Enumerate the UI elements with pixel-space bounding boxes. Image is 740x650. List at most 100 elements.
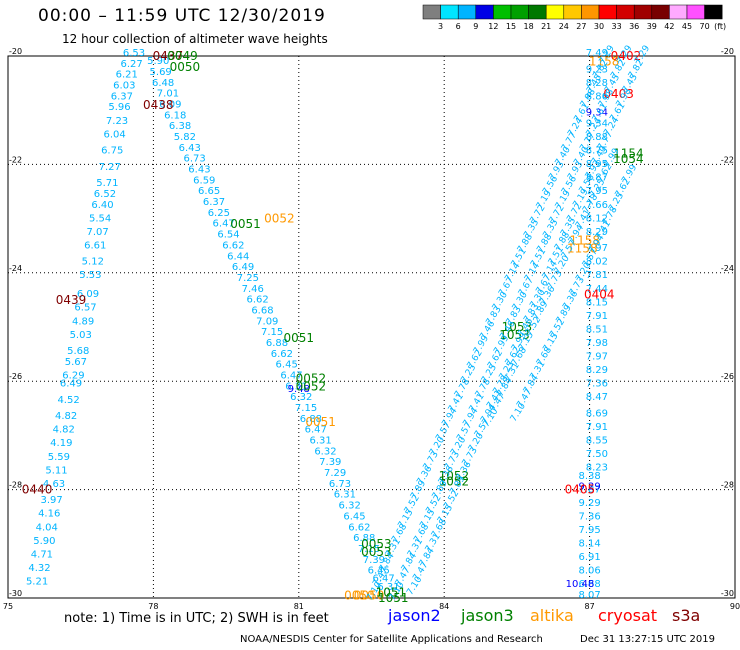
swh-label-right-lower: 6.68: [578, 579, 600, 590]
chart-title: 00:00 – 11:59 UTC 12/30/2019: [38, 6, 326, 26]
swh-label-mid: 6.31: [334, 490, 356, 501]
legend-altika: altika: [530, 606, 574, 625]
colorbar-cell: [528, 4, 547, 20]
plot-frame: [7, 55, 736, 599]
swh-label-mid: 6.47: [280, 370, 302, 381]
swh-label-left: 5.59: [48, 452, 70, 463]
swh-label-right: 8.29: [586, 227, 608, 238]
colorbar-tick-label: 27: [576, 22, 586, 31]
swh-label-left: 6.21: [116, 70, 138, 81]
swh-label-mid: 6.31: [285, 381, 307, 392]
swh-label-left: 7.27: [99, 162, 121, 173]
swh-label-left: 5.71: [96, 178, 118, 189]
y-tick-label: -30: [9, 589, 22, 598]
swh-label-left: 5.54: [89, 213, 111, 224]
time-label: 0049: [167, 49, 198, 63]
swh-label-right: 7.95: [586, 186, 608, 197]
swh-label-left: 4.82: [53, 425, 75, 436]
swh-label-left: 4.52: [57, 395, 79, 406]
swh-label-left: 5.03: [70, 330, 92, 341]
chart-subtitle: 12 hour collection of altimeter wave hei…: [62, 32, 328, 46]
swh-label-right: 8.51: [586, 324, 608, 335]
swh-label-mid: 6.32: [339, 501, 361, 512]
time-label: 1052: [439, 469, 470, 483]
colorbar-cell: [440, 4, 459, 20]
swh-label-mid: 5.82: [174, 132, 196, 143]
swh-label-right: 7.36: [586, 379, 608, 390]
y-tick-label-right: -26: [721, 372, 734, 381]
swh-label-right-lower: 6.91: [578, 552, 600, 563]
swh-label-right: 9.34: [586, 118, 608, 129]
swh-label-right: 7.91: [586, 422, 608, 433]
time-label: 0053: [361, 537, 392, 551]
colorbar: 3 6 9 12 15 18 21 24 27 30 33 36 39 42 45 70 (ft): [422, 4, 726, 31]
swh-label-mid: 7.09: [256, 316, 278, 327]
swh-label-right-lower: 7.87: [578, 484, 600, 495]
swh-label-mid: 6.49: [232, 262, 254, 273]
swh-label-right: 8.86: [586, 91, 608, 102]
time-label: 0050: [354, 588, 385, 602]
track-left: 6.536.276.216.036.375.96 7.23 6.04 6.75 7.27…: [26, 48, 145, 587]
colorbar-tick-label: 36: [629, 22, 639, 31]
x-tick-label: 87: [585, 602, 595, 611]
colorbar-cell: [457, 4, 477, 20]
swh-label-mid: 6.88: [266, 338, 288, 349]
swh-label-mid: 6.45: [343, 511, 365, 522]
swh-label-mid: 6.48: [152, 78, 174, 89]
swh-label-mid: 6.47: [372, 574, 394, 585]
swh-label-mid: 7.39: [363, 555, 385, 566]
swh-label-mid: 6.47: [305, 425, 327, 436]
swh-label-left: 4.63: [43, 479, 65, 490]
time-label: 0405: [565, 483, 596, 497]
swh-label-right-lower: 8.06: [578, 566, 600, 577]
time-label: 0052: [296, 371, 327, 385]
legend-s3a: s3a: [672, 606, 701, 625]
swh-label-mid: 7.39: [319, 457, 341, 468]
time-label: 0404: [584, 287, 615, 301]
colorbar-cell: [475, 4, 494, 20]
footer-note: note: 1) Time is in UTC; 2) SWH is in fe…: [64, 611, 329, 626]
y-tick-label-right: -20: [721, 47, 734, 56]
swh-label-left: 6.75: [101, 146, 123, 157]
swh-label-mid: 6.68: [251, 305, 273, 316]
swh-label-mid: 6.43: [188, 165, 210, 176]
footer-timestamp: Dec 31 13:27:15 UTC 2019: [580, 634, 715, 645]
swh-label-mid: 6.44: [227, 251, 249, 262]
swh-label-mid: 7.15: [261, 327, 283, 338]
swh-label-mid: 6.65: [198, 186, 220, 197]
swh-label-mid: 6.73: [329, 479, 351, 490]
colorbar-tick-label: 24: [559, 22, 569, 31]
x-tick-label: 81: [294, 602, 304, 611]
swh-label-mid: 6.59: [193, 175, 215, 186]
colorbar-cell: [704, 4, 723, 20]
y-tick-label-right: -28: [721, 481, 734, 490]
colorbar-cell: [493, 4, 512, 20]
swh-label-right: 8.75: [586, 146, 608, 157]
track-right: 7.49 9.23 8.28 8.86 9.34 8.88 8.75 8.95 8.87 7.95…: [586, 48, 608, 474]
time-label: 0050: [344, 588, 375, 602]
swh-label-right: 7.97: [586, 243, 608, 254]
swh-label-mid: 6.18: [164, 110, 186, 121]
swh-label-left: 4.04: [36, 522, 58, 533]
swh-label-mid: 7.46: [242, 284, 264, 295]
colorbar-tick-label: 21: [541, 22, 551, 31]
swh-label-left: 6.40: [91, 200, 113, 211]
swh-label-left: 5.21: [26, 576, 48, 587]
swh-label-left: 7.23: [106, 116, 128, 127]
swh-label-mid: 7.01: [157, 89, 179, 100]
swh-label-right: 7.44: [586, 284, 608, 295]
swh-label-mid: 6.31: [309, 436, 331, 447]
swh-label-ascending: 7.29: [633, 44, 652, 67]
swh-label-right: 8.87: [586, 173, 608, 184]
swh-label-right: 8.69: [586, 408, 608, 419]
swh-label-mid: 6.62: [246, 295, 268, 306]
swh-label-right: 9.23: [586, 64, 608, 75]
colorbar-tick-label: 45: [682, 22, 692, 31]
swh-label-right: 8.02: [586, 257, 608, 268]
colorbar-cell: [581, 4, 600, 20]
swh-label-right: 8.23: [586, 463, 608, 474]
swh-label-right-lower: 7.36: [578, 511, 600, 522]
swh-label-right-lower: 8.38: [578, 471, 600, 482]
x-tick-label: 75: [3, 602, 13, 611]
